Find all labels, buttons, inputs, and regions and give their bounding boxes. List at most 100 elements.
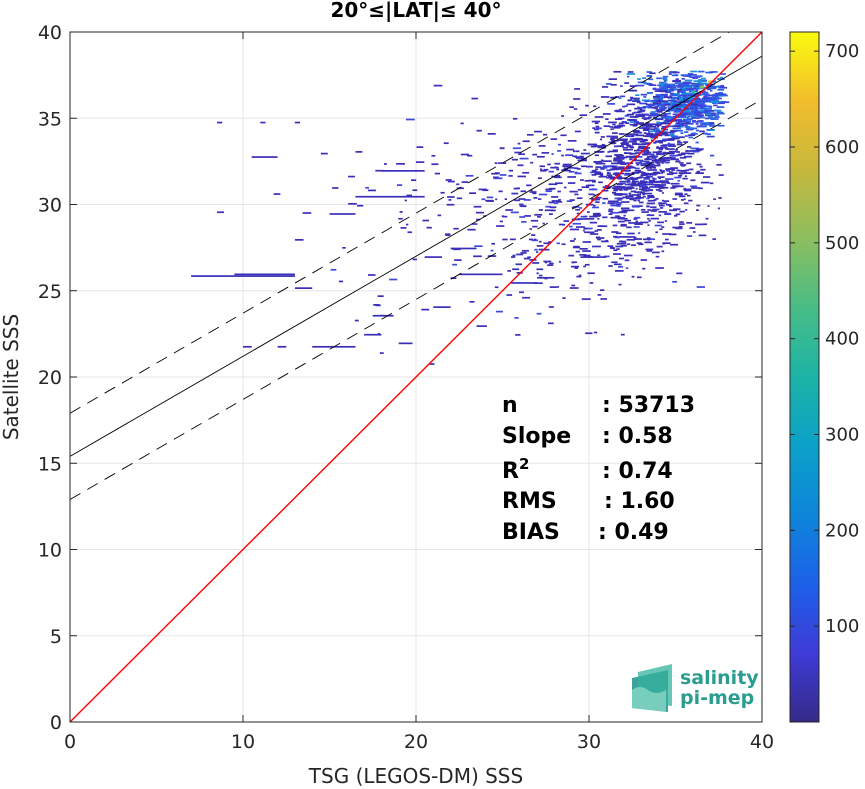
density-cell: [537, 215, 541, 218]
density-cell: [698, 104, 702, 107]
density-segment: [294, 121, 301, 124]
density-cell: [650, 136, 658, 139]
density-cell: [708, 112, 715, 115]
density-cell: [666, 148, 675, 150]
density-cell: [629, 96, 634, 99]
density-cell: [348, 202, 357, 205]
density-cell: [650, 134, 658, 137]
density-cell: [683, 172, 692, 174]
density-cell: [610, 162, 620, 165]
density-cell: [643, 195, 646, 198]
density-cell: [705, 122, 710, 125]
density-cell: [642, 129, 650, 132]
density-cell: [519, 291, 524, 294]
density-cell: [707, 117, 716, 120]
density-cell: [589, 221, 598, 224]
density-cell: [621, 143, 629, 146]
density-cell: [574, 267, 579, 269]
density-cell: [628, 109, 632, 112]
density-cell: [645, 147, 651, 149]
density-cell: [574, 193, 579, 196]
density-cell: [595, 127, 602, 130]
density-cell: [583, 227, 588, 230]
density-cell: [643, 132, 647, 134]
density-cell: [356, 204, 364, 207]
density-cell: [662, 202, 667, 205]
stat-value: : 0.58: [602, 424, 673, 449]
density-cell: [630, 148, 633, 151]
density-cell: [613, 145, 619, 148]
density-cell: [677, 141, 683, 144]
density-cell: [632, 143, 640, 145]
density-cell: [704, 110, 714, 112]
density-cell: [649, 155, 659, 158]
density-cell: [669, 154, 678, 157]
density-cell: [673, 71, 680, 74]
density-cell: [708, 96, 718, 99]
density-cell: [534, 282, 543, 285]
density-cell: [594, 116, 604, 118]
density-cell: [673, 88, 677, 90]
density-cell: [599, 138, 603, 141]
density-cell: [647, 165, 654, 167]
density-cell: [709, 125, 716, 127]
density-cell: [611, 187, 620, 189]
density-cell: [660, 144, 668, 147]
density-cell: [453, 227, 459, 230]
density-cell: [594, 230, 598, 232]
density-cell: [474, 245, 483, 248]
density-cell: [469, 192, 476, 195]
density-cell: [566, 200, 573, 203]
density-cell: [666, 139, 675, 141]
density-cell: [602, 216, 608, 219]
density-cell: [634, 107, 643, 110]
density-cell: [718, 101, 727, 103]
density-cell: [719, 94, 728, 97]
density-cell: [602, 160, 612, 162]
density-cell: [576, 212, 580, 215]
density-cell: [612, 167, 620, 169]
density-cell: [576, 275, 582, 278]
density-cell: [587, 272, 595, 275]
density-segment: [234, 273, 295, 276]
density-cell: [691, 110, 700, 112]
density-cell: [548, 183, 558, 186]
density-cell: [605, 155, 613, 158]
density-cell: [618, 108, 622, 111]
density-cell: [661, 226, 665, 228]
density-cell: [705, 94, 711, 97]
density-cell: [595, 171, 601, 174]
density-cell: [471, 223, 478, 225]
density-cell: [595, 166, 601, 168]
density-cell: [627, 113, 634, 116]
density-cell: [673, 88, 680, 91]
density-cell: [367, 189, 376, 192]
density-segment: [294, 287, 313, 289]
density-cell: [628, 209, 635, 212]
density-cell: [678, 103, 686, 106]
density-cell: [526, 133, 534, 136]
density-cell: [631, 152, 637, 155]
density-cell: [664, 147, 668, 150]
density-cell: [655, 197, 659, 200]
density-cell: [654, 107, 658, 110]
density-cell: [619, 197, 624, 200]
density-cell: [517, 142, 521, 145]
density-cell: [606, 174, 612, 177]
density-cell: [511, 256, 516, 258]
density-cell: [679, 124, 683, 127]
density-cell: [607, 202, 615, 204]
density-cell: [678, 172, 685, 174]
density-cell: [533, 197, 538, 199]
density-cell: [690, 76, 696, 78]
y-tick-label: 0: [50, 712, 62, 734]
density-segment: [243, 345, 252, 348]
density-cell: [701, 104, 707, 107]
density-cell: [656, 128, 660, 130]
density-cell: [508, 175, 513, 177]
density-cell: [671, 172, 678, 175]
density-cell: [699, 109, 703, 112]
density-cell: [663, 95, 668, 97]
density-cell: [687, 109, 691, 111]
density-cell: [675, 110, 683, 112]
